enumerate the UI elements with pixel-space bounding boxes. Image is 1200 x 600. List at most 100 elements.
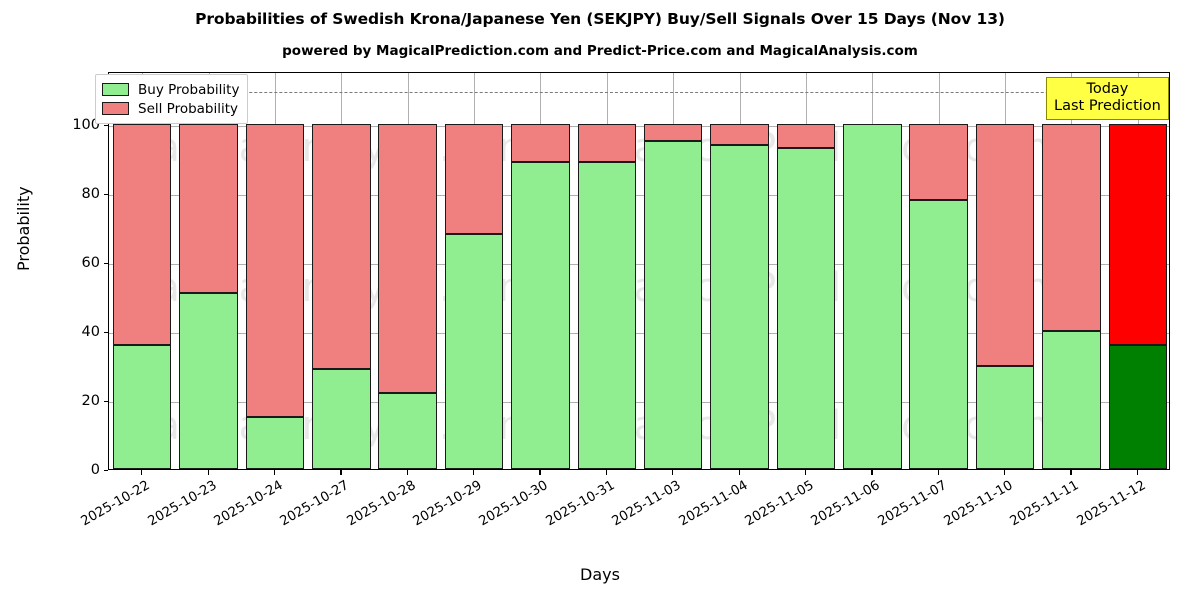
bar-group[interactable] [444,124,504,469]
today-annotation-line2: Last Prediction [1054,97,1161,114]
bar-segment-sell[interactable] [444,124,504,235]
bar-segment-sell[interactable] [1108,124,1167,345]
x-axis-tick-label: 2025-11-05 [742,478,817,530]
x-axis-label: Days [580,565,620,584]
today-annotation: Today Last Prediction [1046,77,1169,120]
x-axis-tick-label: 2025-11-06 [808,478,883,530]
x-axis-tick-label: 2025-10-29 [410,478,485,530]
y-axis-tick-label: 60 [81,255,100,271]
bar-segment-buy[interactable] [1042,331,1101,469]
bar-group[interactable] [577,124,636,469]
bar-segment-buy[interactable] [378,393,437,469]
x-axis-tick-mark [605,470,607,475]
bar-group[interactable] [245,124,305,469]
bar-segment-buy[interactable] [975,365,1035,469]
chart-title: Probabilities of Swedish Krona/Japanese … [195,10,1005,28]
bar-group[interactable] [1108,124,1167,469]
bar-group[interactable] [643,124,703,469]
x-axis-tick-label: 2025-10-22 [78,478,153,530]
bar-segment-sell[interactable] [975,124,1035,366]
threshold-dashed-line [109,91,1169,93]
gridline-horizontal [109,402,1169,403]
x-axis-tick-label: 2025-11-03 [609,478,684,530]
bar-segment-sell[interactable] [909,124,968,200]
y-axis-tick-mark [104,401,108,403]
bar-group[interactable] [776,124,836,469]
y-axis-tick-label: 80 [81,186,100,202]
y-axis-tick-label: 100 [72,117,100,133]
bar-group[interactable] [710,124,769,469]
x-axis-tick-mark [539,470,541,475]
bar-segment-sell[interactable] [112,124,172,345]
x-axis-tick-label: 2025-11-12 [1074,478,1149,530]
bar-segment-sell[interactable] [776,124,836,149]
plot-area: MagicalAnalysis.comMagicalPrediction.com… [108,72,1170,470]
bar-segment-sell[interactable] [643,124,703,142]
x-axis-tick-mark [672,470,674,475]
y-axis-tick-mark [104,194,108,196]
bar-group[interactable] [179,124,238,469]
bar-segment-buy[interactable] [909,199,968,469]
bar-segment-sell[interactable] [511,124,570,162]
x-axis-tick-mark [207,470,209,475]
bar-group[interactable] [843,124,902,469]
legend-swatch-icon [102,83,129,96]
bar-segment-sell[interactable] [1042,124,1101,331]
x-axis-tick-label: 2025-10-28 [344,478,419,530]
x-axis-tick-label: 2025-10-27 [277,478,352,530]
bar-segment-buy[interactable] [776,148,836,469]
x-axis-tick-mark [406,470,408,475]
bar-segment-buy[interactable] [643,141,703,469]
bar-group[interactable] [975,124,1035,469]
bar-segment-sell[interactable] [312,124,371,369]
gridline-horizontal [109,264,1169,265]
x-axis-tick-label: 2025-11-10 [941,478,1016,530]
bar-segment-buy[interactable] [577,161,636,469]
bar-segment-buy[interactable] [179,293,238,469]
bar-group[interactable] [1042,124,1101,469]
bar-segment-buy[interactable] [112,344,172,469]
x-axis-tick-mark [141,470,143,475]
x-axis-tick-mark [937,470,939,475]
gridline-horizontal [109,195,1169,196]
x-axis-tick-mark [1070,470,1072,475]
bar-segment-buy[interactable] [312,368,371,469]
legend-item[interactable]: Sell Probability [102,99,239,118]
bar-segment-sell[interactable] [179,124,238,294]
bar-segment-buy[interactable] [444,234,504,469]
legend-swatch-icon [102,102,129,115]
x-axis-tick-mark [473,470,475,475]
bar-segment-sell[interactable] [577,124,636,162]
y-axis-tick-label: 40 [81,324,100,340]
x-axis-tick-label: 2025-10-31 [543,478,618,530]
x-axis-tick-mark [738,470,740,475]
bar-segment-sell[interactable] [245,124,305,418]
x-axis-tick-mark [1136,470,1138,475]
bar-segment-buy[interactable] [710,144,769,469]
gridline-horizontal [109,126,1169,127]
y-axis-tick-label: 20 [81,393,100,409]
x-axis-tick-mark [871,470,873,475]
bar-group[interactable] [909,124,968,469]
x-axis-tick-mark [804,470,807,475]
bar-segment-buy[interactable] [1108,344,1167,469]
bar-group[interactable] [378,124,437,469]
bar-group[interactable] [312,124,371,469]
bar-segment-sell[interactable] [710,124,769,145]
bar-segment-sell[interactable] [378,124,437,394]
y-axis-tick-mark [104,332,108,334]
x-axis-tick-mark [273,470,276,475]
bar-group[interactable] [112,124,172,469]
x-axis-tick-label: 2025-11-04 [676,478,751,530]
plot-inner: MagicalAnalysis.comMagicalPrediction.com… [109,73,1169,469]
x-axis-tick-label: 2025-10-24 [211,478,286,530]
bar-segment-buy[interactable] [511,161,570,469]
bar-group[interactable] [511,124,570,469]
y-axis-tick-mark [104,263,108,265]
legend-item[interactable]: Buy Probability [102,80,239,99]
legend-item-label: Buy Probability [138,81,240,98]
bar-segment-buy[interactable] [245,417,305,469]
x-axis-tick-label: 2025-10-30 [477,478,551,530]
bar-segment-buy[interactable] [843,124,902,469]
